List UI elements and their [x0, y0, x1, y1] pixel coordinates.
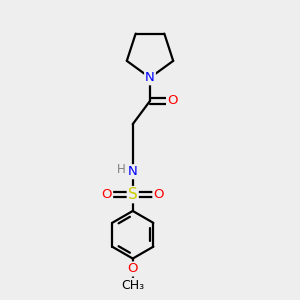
Text: H: H	[117, 163, 126, 176]
Text: CH₃: CH₃	[121, 279, 144, 292]
Text: O: O	[102, 188, 112, 201]
Text: N: N	[145, 71, 155, 84]
Text: S: S	[128, 187, 138, 202]
Text: O: O	[167, 94, 178, 107]
Text: N: N	[128, 165, 138, 178]
Text: O: O	[153, 188, 164, 201]
Text: O: O	[128, 262, 138, 275]
